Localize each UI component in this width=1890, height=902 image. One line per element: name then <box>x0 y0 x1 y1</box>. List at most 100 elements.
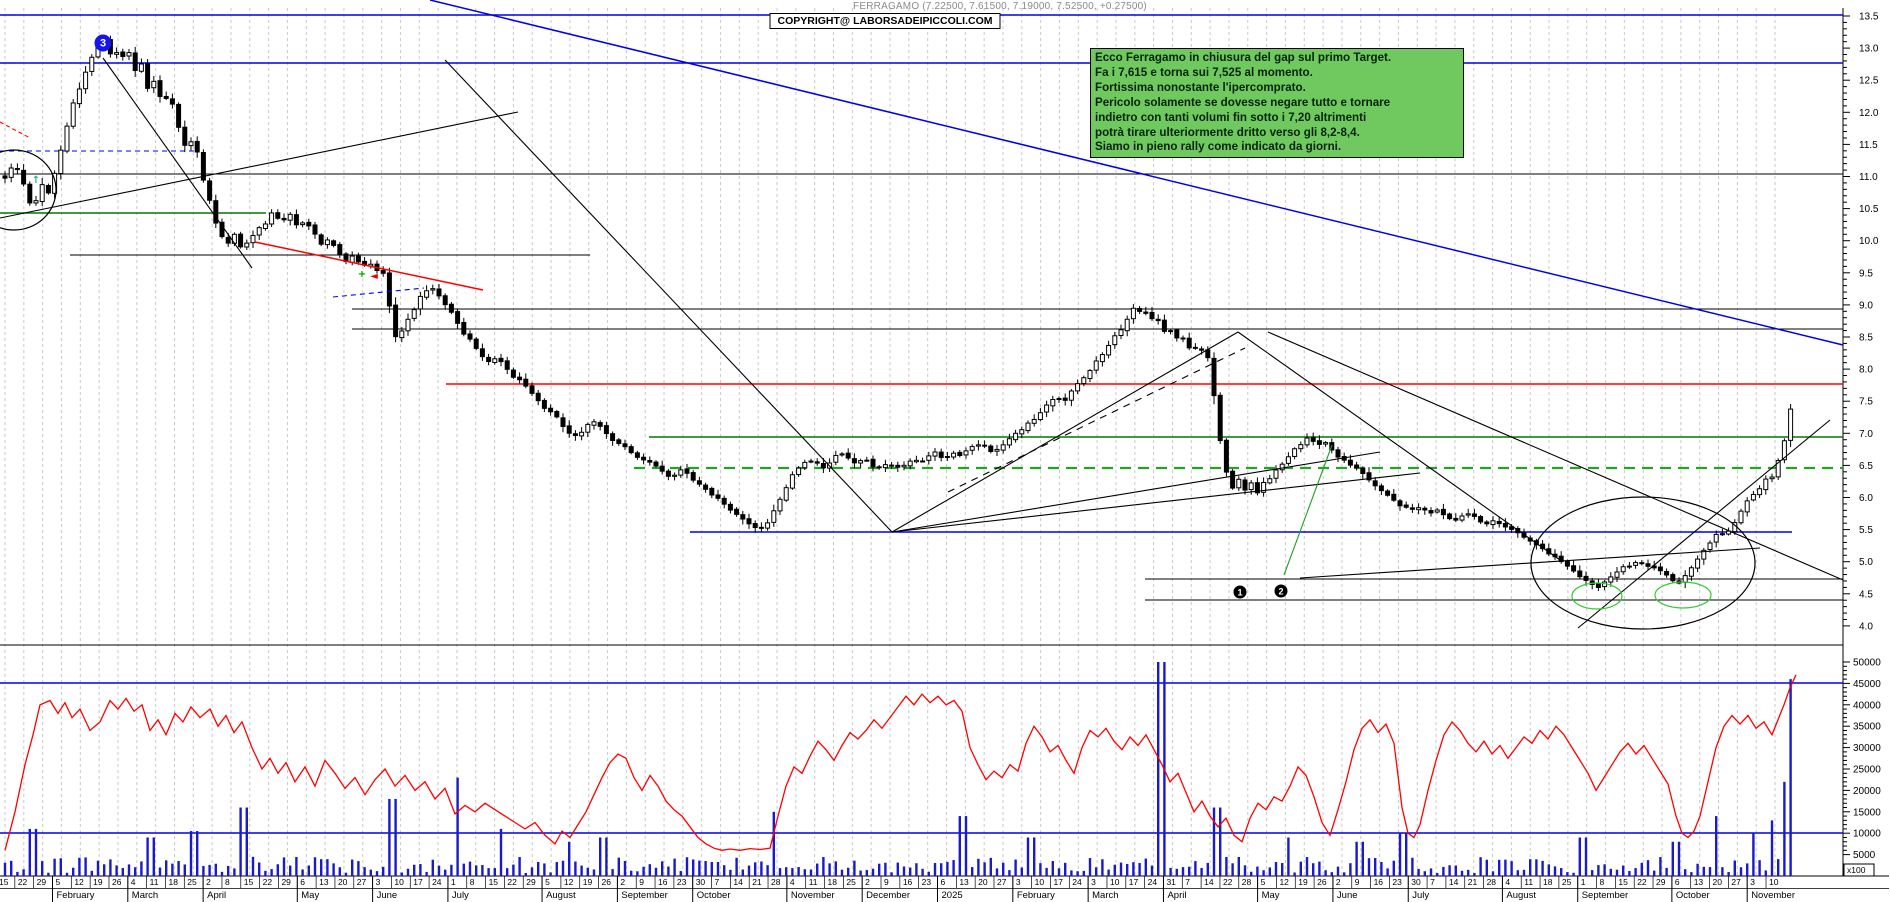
day-label[interactable]: 25 <box>1562 877 1572 887</box>
month-label[interactable]: June <box>1337 890 1358 901</box>
day-label[interactable]: 7 <box>1185 877 1190 887</box>
day-label[interactable]: 6 <box>1675 877 1680 887</box>
day-label[interactable]: 24 <box>432 877 442 887</box>
month-label[interactable]: February <box>56 890 94 901</box>
day-label[interactable]: 30 <box>696 877 706 887</box>
month-label[interactable]: September <box>621 890 667 901</box>
day-label[interactable]: 3 <box>1750 877 1755 887</box>
day-label[interactable]: 9 <box>1355 877 1360 887</box>
day-label[interactable]: 9 <box>884 877 889 887</box>
day-label[interactable]: 11 <box>1524 877 1533 887</box>
day-label[interactable]: 25 <box>846 877 856 887</box>
day-label[interactable]: 21 <box>752 877 762 887</box>
day-label[interactable]: 13 <box>959 877 969 887</box>
month-label[interactable]: February <box>1017 890 1055 901</box>
day-label[interactable]: 27 <box>357 877 367 887</box>
day-label[interactable]: 29 <box>1656 877 1666 887</box>
month-label[interactable]: August <box>1506 890 1536 901</box>
day-label[interactable]: 29 <box>281 877 291 887</box>
day-label[interactable]: 12 <box>564 877 574 887</box>
day-label[interactable]: 19 <box>583 877 593 887</box>
month-label[interactable]: May <box>1262 890 1280 901</box>
month-label[interactable]: 2025 <box>942 890 963 901</box>
day-label[interactable]: 10 <box>1769 877 1779 887</box>
day-label[interactable]: 26 <box>1317 877 1327 887</box>
day-label[interactable]: 18 <box>828 877 838 887</box>
day-label[interactable]: 24 <box>1072 877 1082 887</box>
day-label[interactable]: 13 <box>319 877 329 887</box>
day-label[interactable]: 16 <box>658 877 668 887</box>
day-label[interactable]: 22 <box>1223 877 1233 887</box>
day-label[interactable]: 20 <box>978 877 988 887</box>
day-label[interactable]: 20 <box>338 877 348 887</box>
day-label[interactable]: 23 <box>677 877 687 887</box>
month-label[interactable]: September <box>1582 890 1628 901</box>
day-label[interactable]: 7 <box>715 877 720 887</box>
day-label[interactable]: 2 <box>206 877 211 887</box>
day-label[interactable]: 24 <box>1148 877 1158 887</box>
day-label[interactable]: 12 <box>74 877 84 887</box>
month-label[interactable]: November <box>791 890 835 901</box>
day-label[interactable]: 29 <box>37 877 47 887</box>
day-label[interactable]: 4 <box>1505 877 1510 887</box>
month-label[interactable]: June <box>377 890 398 901</box>
day-label[interactable]: 3 <box>1016 877 1021 887</box>
day-label[interactable]: 6 <box>300 877 305 887</box>
day-label[interactable]: 10 <box>394 877 404 887</box>
day-label[interactable]: 2 <box>865 877 870 887</box>
day-label[interactable]: 15 <box>1618 877 1628 887</box>
day-label[interactable]: 8 <box>1600 877 1605 887</box>
day-label[interactable]: 13 <box>1694 877 1704 887</box>
day-label[interactable]: 2 <box>620 877 625 887</box>
month-label[interactable]: March <box>1092 890 1118 901</box>
day-label[interactable]: 20 <box>1713 877 1723 887</box>
day-label[interactable]: 18 <box>168 877 178 887</box>
day-label[interactable]: 11 <box>809 877 818 887</box>
day-label[interactable]: 2 <box>1336 877 1341 887</box>
month-label[interactable]: May <box>301 890 319 901</box>
day-label[interactable]: 23 <box>922 877 932 887</box>
month-label[interactable]: July <box>1412 890 1429 901</box>
day-label[interactable]: 14 <box>1204 877 1214 887</box>
day-label[interactable]: 17 <box>1053 877 1063 887</box>
day-label[interactable]: 15 <box>244 877 254 887</box>
day-label[interactable]: 14 <box>733 877 743 887</box>
day-label[interactable]: 22 <box>18 877 28 887</box>
day-label[interactable]: 31 <box>1166 877 1176 887</box>
month-label[interactable]: December <box>866 890 910 901</box>
day-label[interactable]: 16 <box>903 877 913 887</box>
month-label[interactable]: March <box>132 890 158 901</box>
day-label[interactable]: 27 <box>1731 877 1741 887</box>
day-label[interactable]: 22 <box>263 877 273 887</box>
day-label[interactable]: 11 <box>150 877 159 887</box>
day-label[interactable]: 10 <box>1110 877 1120 887</box>
day-label[interactable]: 1 <box>1581 877 1586 887</box>
day-label[interactable]: 9 <box>639 877 644 887</box>
day-label[interactable]: 21 <box>1468 877 1478 887</box>
day-label[interactable]: 15 <box>0 877 9 887</box>
day-label[interactable]: 27 <box>997 877 1007 887</box>
day-label[interactable]: 4 <box>131 877 136 887</box>
day-label[interactable]: 8 <box>470 877 475 887</box>
day-label[interactable]: 22 <box>507 877 517 887</box>
month-label[interactable]: November <box>1751 890 1795 901</box>
day-label[interactable]: 4 <box>790 877 795 887</box>
month-label[interactable]: July <box>452 890 469 901</box>
day-label[interactable]: 6 <box>941 877 946 887</box>
day-label[interactable]: 26 <box>112 877 122 887</box>
day-label[interactable]: 5 <box>1261 877 1266 887</box>
day-label[interactable]: 19 <box>93 877 103 887</box>
day-label[interactable]: 17 <box>413 877 423 887</box>
day-label[interactable]: 10 <box>1035 877 1045 887</box>
day-label[interactable]: 12 <box>1279 877 1289 887</box>
day-label[interactable]: 15 <box>489 877 499 887</box>
day-label[interactable]: 19 <box>1298 877 1308 887</box>
day-label[interactable]: 30 <box>1411 877 1421 887</box>
month-label[interactable]: October <box>697 890 731 901</box>
day-label[interactable]: 18 <box>1543 877 1553 887</box>
month-label[interactable]: August <box>546 890 576 901</box>
day-label[interactable]: 1 <box>451 877 456 887</box>
month-label[interactable]: April <box>1167 890 1186 901</box>
day-label[interactable]: 5 <box>55 877 60 887</box>
